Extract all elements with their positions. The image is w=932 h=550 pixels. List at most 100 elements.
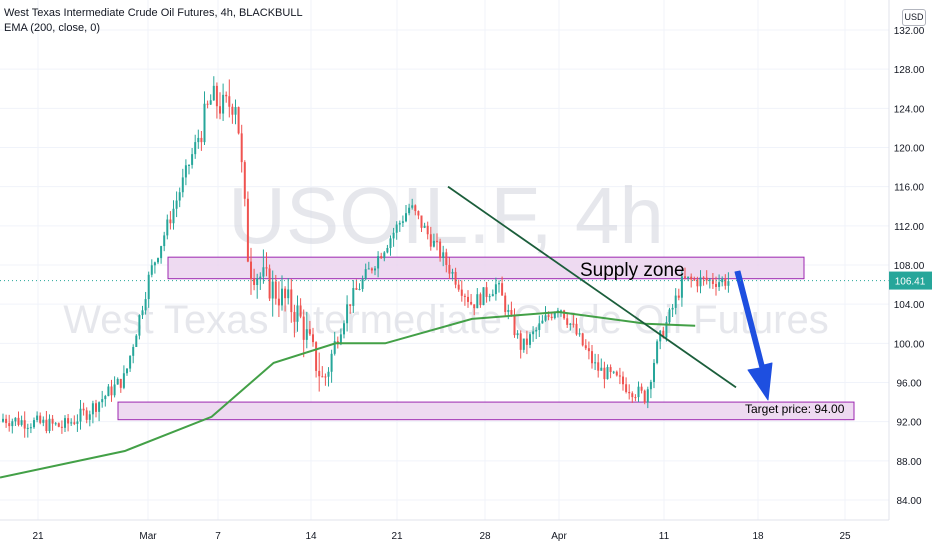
candle-body	[82, 408, 85, 411]
candle-body	[281, 288, 283, 306]
candle-body	[597, 362, 600, 371]
candle-body	[395, 224, 398, 233]
candle-body	[101, 399, 104, 403]
candle-body	[572, 323, 575, 325]
ema-200-line	[0, 310, 696, 479]
supply-zone-box[interactable]	[167, 256, 805, 280]
watermark-description: West Texas Intermediate Crude Oil Future…	[63, 298, 829, 342]
candle-body	[163, 235, 166, 247]
candle-body	[290, 289, 293, 313]
candle-body	[575, 323, 578, 335]
down-arrow-icon[interactable]	[734, 270, 773, 401]
chart-watermark: USOIL.F, 4h West Texas Intermediate Crud…	[63, 171, 829, 342]
candle-body	[525, 338, 528, 345]
candle-body	[674, 295, 677, 308]
candle-body	[138, 315, 141, 336]
candle-body	[312, 334, 314, 343]
candle-body	[504, 295, 507, 312]
candle-body	[445, 252, 448, 265]
candle-body	[510, 310, 513, 315]
candle-body	[498, 283, 500, 285]
candle-body	[432, 240, 435, 247]
last-price-label: 106.41	[889, 271, 932, 290]
indicator-label[interactable]: EMA (200, close, 0)	[4, 22, 100, 34]
candle-body	[141, 310, 144, 316]
candle-body	[560, 310, 562, 312]
candle-body	[305, 329, 308, 340]
candle-body	[113, 384, 116, 396]
candle-body	[488, 296, 491, 298]
candle-body	[327, 371, 330, 377]
trendline[interactable]	[447, 185, 737, 389]
candle-body	[361, 279, 364, 289]
demand-zone-box[interactable]	[117, 401, 855, 421]
candle-body	[687, 276, 690, 278]
candle-body	[85, 410, 88, 420]
candle-body	[107, 386, 110, 397]
candle-body	[705, 277, 708, 281]
candle-body	[643, 390, 646, 403]
candle-body	[451, 271, 454, 274]
candle-body	[315, 342, 318, 371]
candle-body	[491, 294, 494, 297]
candle-body	[321, 376, 324, 378]
candle-body	[659, 330, 662, 342]
price-axis[interactable]: 84.00 88.00 92.00 96.00 100.00 104.00 108.00 11…	[894, 26, 925, 507]
candle-body	[39, 415, 42, 423]
candle-body	[160, 246, 163, 259]
candle-body	[122, 373, 125, 388]
candle-body	[76, 421, 79, 424]
candle-body	[237, 107, 240, 134]
candle-body	[718, 282, 721, 287]
candle-body	[98, 402, 101, 412]
candle-body	[206, 103, 209, 105]
symbol-title[interactable]: West Texas Intermediate Crude Oil Future…	[4, 7, 303, 19]
candle-body	[42, 419, 45, 423]
candle-body	[380, 256, 383, 259]
time-axis[interactable]: 21 Mar 7 14 21 28 Apr 11 18 25	[32, 531, 851, 542]
candle-body	[693, 279, 696, 281]
candle-body	[274, 281, 277, 299]
candle-body	[377, 256, 380, 269]
candle-body	[73, 422, 76, 424]
candle-body	[26, 427, 29, 429]
candle-body	[194, 142, 197, 155]
candle-body	[370, 268, 373, 271]
candle-body	[23, 420, 26, 429]
time-tick-label: Apr	[551, 531, 567, 542]
price-tick-label: 124.00	[894, 104, 925, 115]
candle-body	[581, 333, 584, 346]
candle-body	[578, 333, 581, 335]
price-tick-label: 108.00	[894, 261, 925, 272]
candle-body	[234, 107, 237, 115]
candle-body	[668, 309, 671, 323]
candle-body	[318, 370, 321, 377]
candle-body	[51, 418, 54, 424]
candle-body	[2, 418, 4, 422]
candle-body	[215, 85, 218, 107]
candle-body	[157, 258, 159, 263]
candle-body	[126, 368, 128, 374]
price-tick-label: 84.00	[896, 496, 921, 507]
price-tick-label: 132.00	[894, 26, 925, 37]
candle-body	[507, 310, 510, 312]
candle-body	[553, 312, 556, 319]
candle-body	[711, 279, 714, 284]
candle-body	[265, 267, 268, 269]
candle-body	[129, 355, 132, 369]
candle-body	[330, 353, 333, 372]
candle-body	[584, 345, 587, 349]
candle-body	[628, 391, 631, 394]
candle-body	[212, 85, 215, 101]
candle-body	[11, 421, 14, 427]
candle-body	[178, 192, 181, 201]
time-tick-label: 21	[391, 531, 403, 542]
candle-body	[612, 371, 615, 373]
candle-body	[240, 133, 243, 163]
currency-button[interactable]: USD	[902, 9, 926, 26]
candle-body	[166, 219, 169, 236]
candle-body	[401, 221, 404, 223]
candle-body	[346, 304, 349, 324]
candle-body	[243, 162, 246, 199]
